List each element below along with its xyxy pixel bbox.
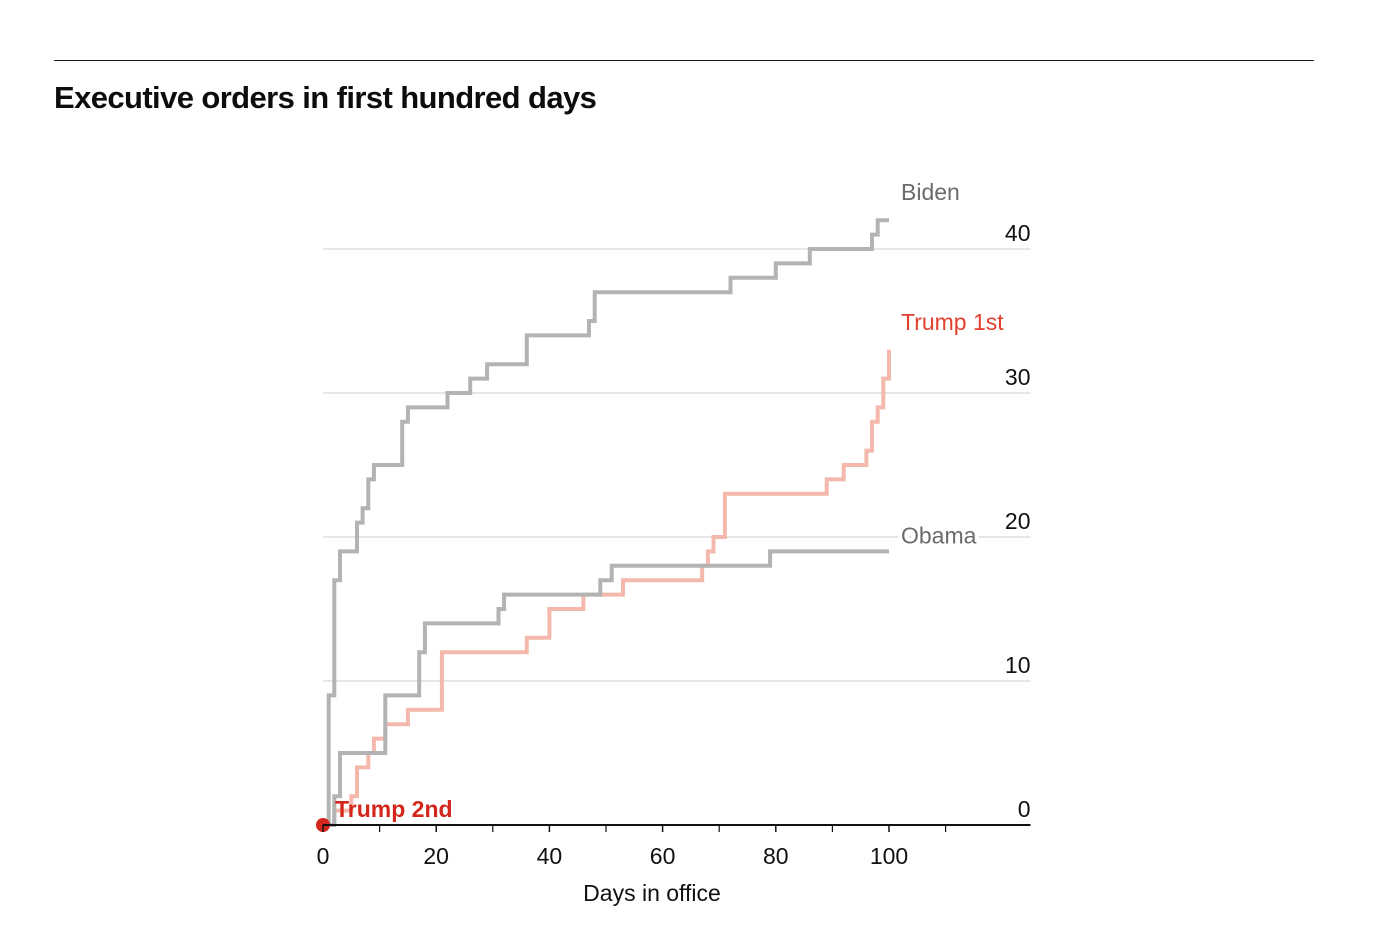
series-label-obama: Obama <box>901 522 977 548</box>
y-tick-label-30: 30 <box>1005 364 1031 390</box>
x-axis-title: Days in office <box>583 880 721 906</box>
y-tick-label-10: 10 <box>1005 652 1031 678</box>
x-tick-label-60: 60 <box>650 843 676 869</box>
x-tick-label-20: 20 <box>423 843 449 869</box>
series-label-biden: Biden <box>901 179 960 205</box>
x-tick-label-80: 80 <box>763 843 789 869</box>
series-line-biden <box>323 218 889 827</box>
top-rule <box>54 60 1314 61</box>
series-label-trump-1st: Trump 1st <box>901 309 1004 335</box>
x-tick-label-100: 100 <box>870 843 908 869</box>
y-tick-label-40: 40 <box>1005 220 1031 246</box>
y-tick-label-20: 20 <box>1005 508 1031 534</box>
series-label-trump-2nd: Trump 2nd <box>335 796 453 822</box>
y-tick-label-0: 0 <box>1018 796 1031 822</box>
series-line-obama <box>323 549 889 827</box>
series-line-trump-1st <box>323 349 891 827</box>
x-tick-label-40: 40 <box>537 843 563 869</box>
series-label-halo-obama: Obama <box>901 522 977 548</box>
x-tick-label-0: 0 <box>317 843 330 869</box>
x-axis: 0 20 40 60 80 100 <box>317 824 1031 869</box>
series-lines <box>316 218 891 832</box>
chart-title: Executive orders in first hundred days <box>54 80 597 115</box>
